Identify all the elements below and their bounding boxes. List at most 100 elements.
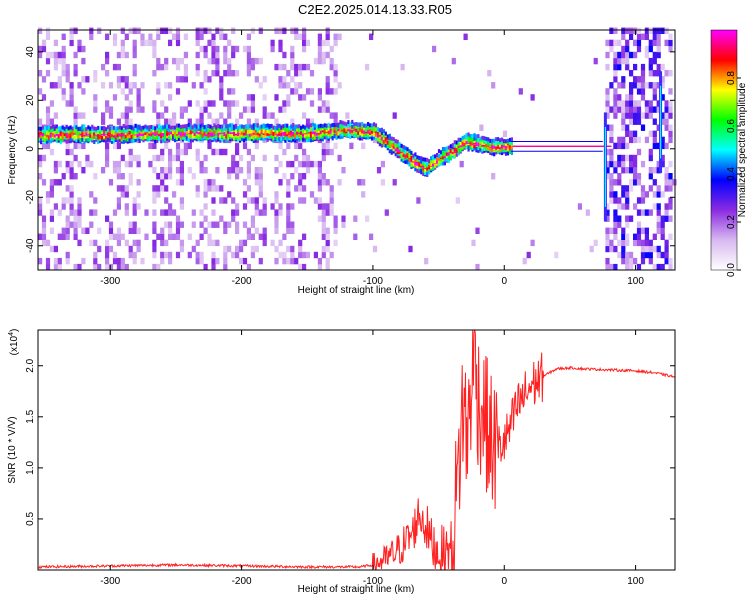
spectrogram-cell bbox=[325, 106, 330, 113]
spectrogram-ridge-cell bbox=[69, 136, 72, 141]
spectrogram-ridge-cell bbox=[189, 134, 192, 139]
spectrogram-cell bbox=[621, 112, 626, 119]
spectrogram-ridge-cell bbox=[193, 134, 196, 139]
spectrogram-cell bbox=[246, 94, 251, 101]
spectrogram-cell bbox=[38, 154, 43, 162]
spectrogram-ridge-cell bbox=[451, 143, 454, 148]
spectrogram-ridge-cell bbox=[248, 132, 251, 137]
spectrogram-ridge-cell bbox=[160, 132, 163, 137]
spectrogram-cell bbox=[61, 173, 66, 180]
spectrogram-cell bbox=[235, 160, 240, 168]
spectrogram-ridge-cell bbox=[386, 134, 389, 139]
spectrogram-ridge-cell bbox=[260, 135, 263, 140]
spectrogram-ridge-cell bbox=[512, 145, 515, 147]
spectrogram-ridge-cell bbox=[390, 136, 393, 141]
spectrogram-ridge-cell bbox=[428, 170, 431, 175]
spectrogram-cell bbox=[120, 27, 125, 34]
spectrogram-ridge-cell bbox=[380, 139, 383, 144]
spectrogram-cell bbox=[108, 112, 114, 119]
colorbar-label: Normalized spectral amplitude bbox=[737, 82, 748, 217]
spectrogram-cell bbox=[235, 209, 240, 216]
spectrogram-cell bbox=[365, 215, 370, 222]
spectrogram-cell bbox=[282, 82, 287, 89]
spectrogram-ridge-cell bbox=[193, 131, 196, 136]
spectrogram-ridge-cell bbox=[49, 128, 52, 133]
spectrogram-cell bbox=[156, 191, 161, 198]
spectrogram-ridge-cell bbox=[193, 123, 196, 128]
spectrogram-cell bbox=[325, 245, 330, 253]
spectrogram-cell bbox=[270, 239, 275, 247]
spectrogram-ridge-cell bbox=[101, 126, 104, 131]
spectrogram-cell bbox=[668, 88, 673, 95]
spectrogram-ridge-cell bbox=[142, 138, 145, 143]
spectrogram-cell bbox=[246, 51, 251, 59]
spectrogram-ridge-cell bbox=[242, 128, 246, 133]
spectrogram-ridge-cell bbox=[369, 123, 372, 128]
spectrogram-cell bbox=[203, 185, 208, 192]
spectrogram-cell bbox=[199, 118, 204, 125]
spectrogram-ridge-cell bbox=[43, 134, 47, 139]
spectrogram-cell bbox=[160, 209, 165, 216]
spectrogram-cell bbox=[152, 221, 157, 228]
spectrogram-ridge-cell bbox=[609, 145, 612, 147]
spectrogram-cell bbox=[49, 227, 54, 234]
spectrogram-cell bbox=[89, 33, 94, 40]
spectrogram-cell bbox=[475, 263, 480, 271]
spectrogram-cell bbox=[250, 57, 255, 65]
spectrogram-cell bbox=[120, 263, 125, 271]
spectrogram-cell bbox=[120, 257, 125, 265]
spectrogram-ridge-cell bbox=[361, 129, 364, 134]
spectrogram-ridge-cell bbox=[465, 135, 468, 140]
spectrogram-cell bbox=[160, 227, 165, 234]
spectrogram-ridge-cell bbox=[95, 126, 98, 131]
spectrogram-cell bbox=[605, 100, 610, 107]
spectrogram-cell bbox=[317, 197, 322, 204]
spectrogram-cell bbox=[317, 51, 322, 59]
spectrogram-cell bbox=[231, 160, 236, 168]
spectrogram-cell bbox=[640, 33, 646, 40]
spectrogram-ridge-cell bbox=[595, 145, 598, 147]
spectrogram-ridge-cell bbox=[489, 142, 492, 147]
spectrogram-cell bbox=[648, 106, 653, 113]
spectrogram-cell bbox=[636, 179, 642, 186]
spectrogram-ridge-cell bbox=[477, 146, 480, 150]
spectrogram-ridge-cell bbox=[128, 130, 131, 134]
spectrogram-ridge-cell bbox=[339, 120, 342, 125]
spectrogram-ridge-cell bbox=[183, 135, 186, 140]
spectrogram-ridge-cell bbox=[164, 124, 167, 129]
spectrogram-cell bbox=[640, 88, 646, 95]
spectrogram-cell bbox=[69, 94, 74, 101]
spectrogram-cell bbox=[203, 106, 208, 113]
spectrogram-cell bbox=[199, 45, 204, 53]
spectrogram-cell bbox=[112, 33, 118, 40]
spectrogram-cell bbox=[112, 142, 118, 150]
spectrogram-cell bbox=[183, 106, 188, 113]
spectrogram-cell bbox=[120, 51, 125, 59]
spectrogram-cell bbox=[69, 197, 74, 204]
spectrogram-ridge-cell bbox=[112, 139, 116, 144]
spectrogram-cell bbox=[656, 82, 661, 89]
spectrogram-ridge-cell bbox=[536, 145, 539, 147]
spectrogram-cell bbox=[321, 142, 326, 150]
spectrogram-cell bbox=[668, 45, 673, 53]
spectrogram-cell bbox=[262, 76, 267, 83]
spectrogram-ridge-cell bbox=[150, 135, 153, 140]
spectrogram-ridge-cell bbox=[69, 139, 72, 144]
spectrogram-ridge-cell bbox=[55, 128, 58, 133]
spectrogram-cell bbox=[305, 154, 311, 162]
spectrogram-ridge-cell bbox=[177, 123, 181, 128]
spectrogram-cell bbox=[325, 148, 330, 156]
spectrogram-ridge-cell bbox=[607, 145, 610, 147]
spectrogram-cell bbox=[652, 245, 657, 253]
spectrogram-cell bbox=[629, 51, 634, 59]
spectrogram-ridge-cell bbox=[164, 127, 167, 132]
spectrogram-ridge-cell bbox=[589, 145, 592, 147]
spectrogram-ridge-cell bbox=[85, 132, 88, 137]
spectrogram-ridge-cell bbox=[266, 123, 269, 128]
spectrogram-cell bbox=[652, 57, 657, 65]
spectrogram-ridge-cell bbox=[347, 132, 350, 137]
spectrogram-cell bbox=[613, 100, 618, 107]
spectrogram-ridge-cell bbox=[483, 136, 486, 141]
spectrogram-cell bbox=[219, 215, 224, 222]
spectrogram-ridge-cell bbox=[491, 147, 494, 152]
